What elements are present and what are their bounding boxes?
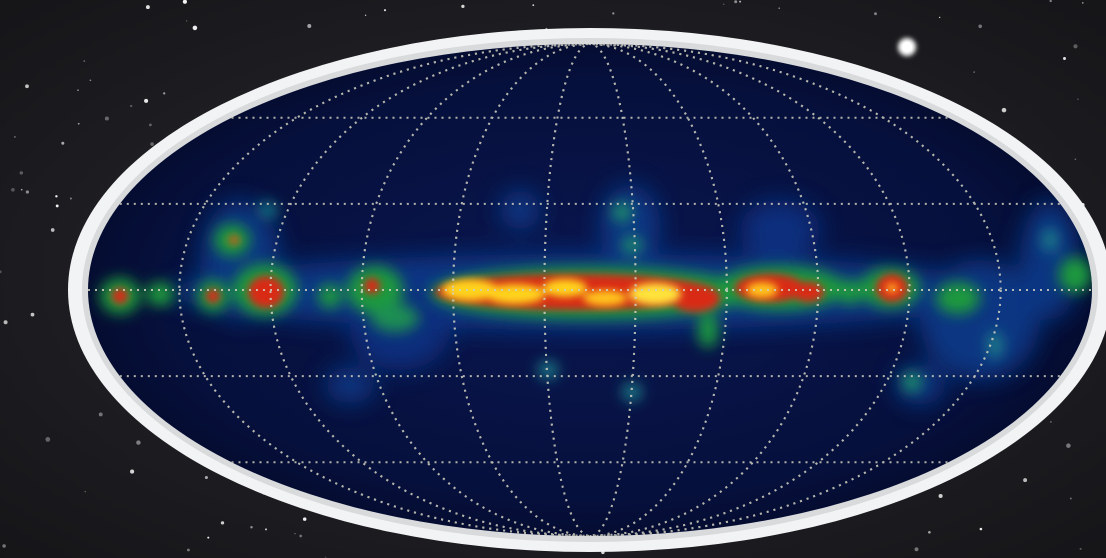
- meridian-line: [360, 44, 820, 536]
- star: [25, 190, 30, 194]
- star: [307, 24, 312, 28]
- star: [1023, 478, 1028, 483]
- star: [25, 84, 29, 89]
- star: [163, 92, 166, 95]
- star: [220, 521, 225, 525]
- coordinate-grid: [88, 44, 1092, 536]
- star: [1077, 98, 1079, 101]
- star: [302, 517, 307, 521]
- star: [264, 528, 268, 531]
- star: [1001, 107, 1007, 113]
- star: [77, 89, 79, 91]
- star: [98, 412, 103, 417]
- star: [914, 547, 919, 552]
- star: [0, 270, 2, 274]
- sky-map: [88, 44, 1092, 536]
- star: [204, 475, 208, 480]
- star: [874, 12, 877, 16]
- star: [89, 79, 92, 82]
- star: [1063, 57, 1066, 60]
- star: [69, 197, 72, 200]
- star: [30, 312, 35, 317]
- star: [1050, 421, 1052, 423]
- star: [19, 171, 24, 175]
- star: [187, 548, 190, 552]
- star: [979, 527, 983, 531]
- meridian-line: [178, 44, 1002, 536]
- star: [1073, 44, 1078, 49]
- star: [938, 493, 943, 499]
- star: [130, 104, 133, 108]
- star: [11, 187, 15, 192]
- star: [978, 24, 982, 29]
- star: [461, 4, 465, 9]
- star: [1082, 2, 1084, 4]
- star: [3, 320, 8, 325]
- star: [250, 525, 253, 529]
- star: [192, 25, 198, 31]
- star: [1074, 158, 1077, 161]
- star: [104, 116, 109, 121]
- star: [150, 142, 154, 146]
- star: [294, 533, 296, 535]
- star: [136, 440, 141, 445]
- star: [185, 20, 188, 22]
- high-intensity-sources: [442, 279, 898, 306]
- star: [612, 12, 615, 15]
- star: [2, 544, 6, 548]
- star: [723, 3, 725, 5]
- star: [55, 195, 58, 198]
- star: [61, 141, 65, 145]
- star: [145, 5, 150, 10]
- star: [55, 204, 59, 208]
- star: [734, 0, 738, 4]
- star: [45, 437, 51, 442]
- star: [182, 0, 188, 4]
- star: [148, 123, 152, 127]
- star: [939, 16, 941, 19]
- star: [383, 9, 387, 12]
- star: [207, 536, 210, 539]
- star: [144, 98, 149, 103]
- meridian-line: [269, 44, 911, 536]
- star: [973, 71, 975, 73]
- star: [50, 228, 55, 232]
- star: [1069, 497, 1072, 500]
- bright-star-core: [902, 42, 912, 52]
- star: [14, 136, 16, 138]
- star: [83, 60, 86, 63]
- star: [778, 7, 781, 10]
- star: [739, 0, 742, 3]
- star: [84, 490, 87, 493]
- star: [1066, 443, 1071, 448]
- star: [20, 188, 23, 191]
- star: [532, 4, 535, 7]
- star: [77, 122, 80, 125]
- star: [299, 534, 303, 538]
- star: [928, 530, 931, 534]
- star: [1079, 547, 1082, 550]
- star: [364, 14, 367, 17]
- star: [130, 469, 135, 474]
- star: [1049, 0, 1052, 3]
